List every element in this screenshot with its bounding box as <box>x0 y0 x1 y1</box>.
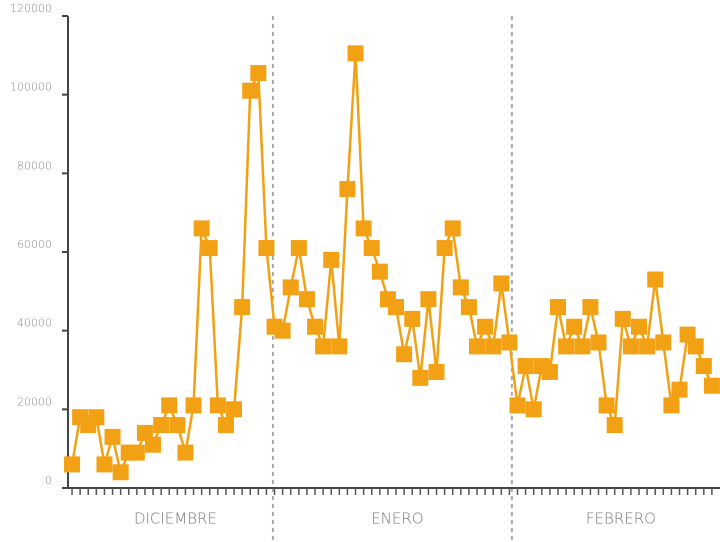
point-marker <box>598 397 615 414</box>
point-marker <box>355 220 372 237</box>
point-marker <box>185 397 202 414</box>
point-marker <box>363 240 380 257</box>
point-marker <box>161 397 178 414</box>
point-marker <box>452 279 469 296</box>
point-marker <box>64 456 81 473</box>
point-marker <box>396 346 413 363</box>
month-label: DICIEMBRE <box>134 510 217 528</box>
point-marker <box>541 363 558 380</box>
point-marker <box>469 338 486 355</box>
point-marker <box>574 338 591 355</box>
point-marker <box>663 397 680 414</box>
point-marker <box>493 275 510 292</box>
point-marker <box>606 417 623 434</box>
point-marker <box>145 436 162 453</box>
point-marker <box>703 377 720 394</box>
point-marker <box>436 240 453 257</box>
y-tick-label: 40000 <box>17 317 52 330</box>
point-marker <box>96 456 113 473</box>
point-marker <box>177 444 194 461</box>
point-marker <box>687 338 704 355</box>
point-marker <box>444 220 461 237</box>
point-marker <box>112 464 129 481</box>
point-marker <box>242 82 259 99</box>
y-tick-label: 100000 <box>10 81 52 94</box>
point-marker <box>209 397 226 414</box>
point-marker <box>250 65 267 82</box>
point-marker <box>315 338 332 355</box>
point-marker <box>290 240 307 257</box>
point-marker <box>647 271 664 288</box>
point-marker <box>671 381 688 398</box>
point-marker <box>420 291 437 308</box>
point-marker <box>631 318 648 335</box>
point-marker <box>201 240 218 257</box>
point-marker <box>501 334 518 351</box>
point-marker <box>88 409 105 426</box>
point-marker <box>234 299 251 316</box>
point-marker <box>307 318 324 335</box>
y-tick-label: 60000 <box>17 238 52 251</box>
point-marker <box>331 338 348 355</box>
point-marker <box>388 299 405 316</box>
point-marker <box>566 318 583 335</box>
month-label: FEBRERO <box>586 510 656 528</box>
point-marker <box>485 338 502 355</box>
point-marker <box>477 318 494 335</box>
point-marker <box>323 251 340 268</box>
point-marker <box>371 263 388 280</box>
point-marker <box>639 338 656 355</box>
point-marker <box>274 322 291 339</box>
point-marker <box>428 363 445 380</box>
point-marker <box>614 310 631 327</box>
point-marker <box>104 428 121 445</box>
point-marker <box>695 358 712 375</box>
point-marker <box>153 417 170 434</box>
y-tick-label: 120000 <box>10 2 52 15</box>
y-tick-label: 80000 <box>17 159 52 172</box>
y-tick-label: 20000 <box>17 395 52 408</box>
point-marker <box>550 299 567 316</box>
y-tick-label: 0 <box>45 474 52 487</box>
point-marker <box>412 369 429 386</box>
point-marker <box>622 338 639 355</box>
point-marker <box>298 291 315 308</box>
point-marker <box>509 397 526 414</box>
point-marker <box>517 358 534 375</box>
month-label: ENERO <box>371 510 423 528</box>
point-marker <box>217 417 234 434</box>
point-marker <box>655 334 672 351</box>
point-marker <box>258 240 275 257</box>
point-marker <box>558 338 575 355</box>
point-marker <box>525 401 542 418</box>
point-marker <box>193 220 210 237</box>
point-marker <box>169 417 186 434</box>
point-marker <box>226 401 243 418</box>
point-marker <box>339 181 356 198</box>
point-marker <box>128 444 145 461</box>
point-marker <box>582 299 599 316</box>
point-marker <box>282 279 299 296</box>
point-marker <box>460 299 477 316</box>
point-marker <box>404 310 421 327</box>
point-marker <box>347 45 364 62</box>
point-marker <box>590 334 607 351</box>
